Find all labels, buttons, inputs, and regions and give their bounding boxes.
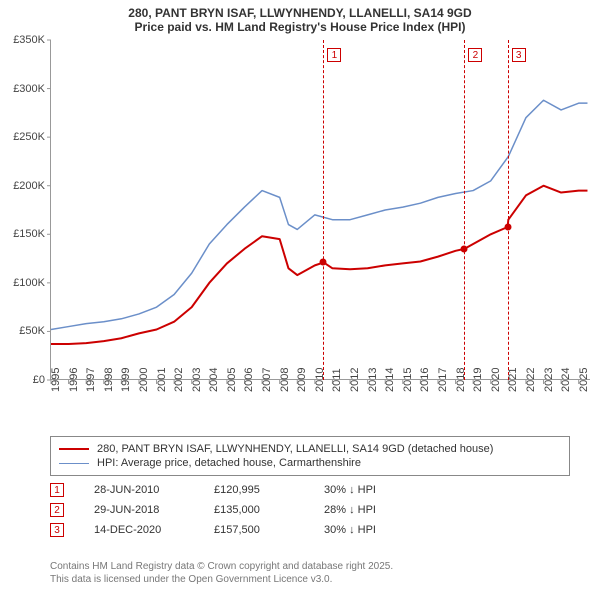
title-line-1: 280, PANT BRYN ISAF, LLWYNHENDY, LLANELL…: [0, 6, 600, 20]
y-tick-label: £50K: [19, 325, 45, 337]
sale-marker-line: [464, 40, 465, 380]
x-tick-label: 2019: [472, 368, 484, 392]
x-tick-label: 2003: [191, 368, 203, 392]
sale-marker-num-box: 1: [327, 48, 341, 62]
marker-price: £157,500: [214, 524, 324, 536]
plot: 1 2 3: [50, 40, 590, 380]
x-tick-label: 1998: [103, 368, 115, 392]
y-tick-label: £200K: [13, 180, 45, 192]
marker-date: 29-JUN-2018: [94, 504, 214, 516]
y-tick-label: £350K: [13, 34, 45, 46]
legend-row-property: 280, PANT BRYN ISAF, LLWYNHENDY, LLANELL…: [59, 443, 561, 455]
marker-date: 14-DEC-2020: [94, 524, 214, 536]
sale-marker-dot: [504, 224, 511, 231]
sale-marker-line: [508, 40, 509, 380]
marker-delta: 28% ↓ HPI: [324, 504, 444, 516]
y-tick-label: £100K: [13, 277, 45, 289]
x-tick-label: 2023: [543, 368, 555, 392]
sale-marker-dot: [320, 259, 327, 266]
legend-row-hpi: HPI: Average price, detached house, Carm…: [59, 457, 561, 469]
x-tick-label: 2008: [279, 368, 291, 392]
sale-marker-dot: [461, 245, 468, 252]
sale-marker-line: [323, 40, 324, 380]
chart-title-block: 280, PANT BRYN ISAF, LLWYNHENDY, LLANELL…: [0, 0, 600, 34]
x-tick-label: 1999: [120, 368, 132, 392]
legend-label-property: 280, PANT BRYN ISAF, LLWYNHENDY, LLANELL…: [97, 443, 493, 455]
footer-line-1: Contains HM Land Registry data © Crown c…: [50, 561, 393, 574]
x-tick-label: 2014: [384, 368, 396, 392]
marker-num: 3: [50, 523, 64, 537]
legend: 280, PANT BRYN ISAF, LLWYNHENDY, LLANELL…: [50, 436, 570, 476]
y-tick-label: £0: [33, 374, 45, 386]
x-tick-label: 2005: [226, 368, 238, 392]
legend-swatch-hpi: [59, 463, 89, 464]
sale-marker-num-box: 2: [468, 48, 482, 62]
x-tick-label: 2020: [490, 368, 502, 392]
title-line-2: Price paid vs. HM Land Registry's House …: [0, 20, 600, 34]
chart-area: 123 £0£50K£100K£150K£200K£250K£300K£350K…: [0, 40, 600, 420]
legend-swatch-property: [59, 448, 89, 450]
marker-num: 2: [50, 503, 64, 517]
marker-price: £135,000: [214, 504, 324, 516]
x-tick-label: 2000: [138, 368, 150, 392]
x-tick-label: 2018: [455, 368, 467, 392]
marker-row: 1 28-JUN-2010 £120,995 30% ↓ HPI: [50, 480, 444, 500]
footer-line-2: This data is licensed under the Open Gov…: [50, 574, 393, 587]
x-tick-label: 2011: [331, 368, 343, 392]
x-tick-label: 2007: [261, 368, 273, 392]
x-tick-label: 1995: [50, 368, 62, 392]
marker-delta: 30% ↓ HPI: [324, 524, 444, 536]
x-tick-label: 2004: [208, 368, 220, 392]
x-tick-label: 2009: [296, 368, 308, 392]
x-tick-label: 1997: [85, 368, 97, 392]
x-tick-label: 2015: [402, 368, 414, 392]
x-tick-label: 2002: [173, 368, 185, 392]
y-tick-label: £150K: [13, 228, 45, 240]
marker-num: 1: [50, 483, 64, 497]
marker-row: 2 29-JUN-2018 £135,000 28% ↓ HPI: [50, 500, 444, 520]
marker-price: £120,995: [214, 484, 324, 496]
sale-markers-table: 1 28-JUN-2010 £120,995 30% ↓ HPI 2 29-JU…: [50, 480, 444, 540]
x-tick-label: 2006: [243, 368, 255, 392]
x-tick-label: 2012: [349, 368, 361, 392]
x-tick-label: 2017: [437, 368, 449, 392]
chart-svg: [51, 40, 591, 380]
sale-marker-num-box: 3: [512, 48, 526, 62]
footer: Contains HM Land Registry data © Crown c…: [50, 561, 393, 586]
legend-label-hpi: HPI: Average price, detached house, Carm…: [97, 457, 361, 469]
x-tick-label: 2001: [156, 368, 168, 392]
x-tick-label: 2025: [578, 368, 590, 392]
marker-delta: 30% ↓ HPI: [324, 484, 444, 496]
x-tick-label: 2013: [367, 368, 379, 392]
x-tick-label: 2022: [525, 368, 537, 392]
x-tick-label: 2021: [507, 368, 519, 392]
marker-date: 28-JUN-2010: [94, 484, 214, 496]
x-tick-label: 1996: [68, 368, 80, 392]
x-tick-label: 2024: [560, 368, 572, 392]
y-tick-label: £300K: [13, 83, 45, 95]
y-tick-label: £250K: [13, 131, 45, 143]
x-tick-label: 2010: [314, 368, 326, 392]
x-tick-label: 2016: [419, 368, 431, 392]
marker-row: 3 14-DEC-2020 £157,500 30% ↓ HPI: [50, 520, 444, 540]
